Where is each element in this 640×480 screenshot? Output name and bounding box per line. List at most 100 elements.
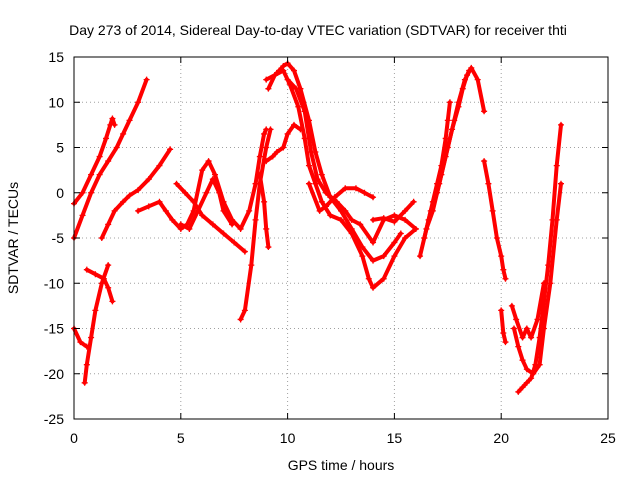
track-line bbox=[72, 77, 149, 240]
data-point bbox=[370, 284, 377, 291]
data-point bbox=[252, 216, 259, 223]
data-point bbox=[412, 225, 419, 232]
data-point bbox=[83, 266, 90, 273]
track-line bbox=[424, 68, 472, 231]
y-tick-label: -10 bbox=[44, 275, 64, 291]
data-point bbox=[209, 221, 216, 228]
data-point bbox=[540, 298, 547, 305]
data-point bbox=[429, 207, 436, 214]
data-point bbox=[145, 176, 152, 183]
data-point bbox=[92, 271, 99, 278]
data-point bbox=[370, 257, 377, 264]
data-point bbox=[169, 216, 176, 223]
data-point bbox=[528, 334, 535, 341]
data-track bbox=[71, 76, 150, 241]
data-point bbox=[177, 221, 184, 228]
data-point bbox=[143, 76, 150, 83]
x-tick-label: 25 bbox=[600, 430, 616, 446]
data-point bbox=[523, 325, 530, 332]
data-point bbox=[391, 239, 398, 246]
data-point bbox=[79, 212, 86, 219]
data-point bbox=[446, 99, 453, 106]
data-point bbox=[203, 189, 210, 196]
data-point bbox=[314, 176, 321, 183]
data-point bbox=[291, 67, 298, 74]
data-point bbox=[331, 194, 338, 201]
data-point bbox=[109, 115, 116, 122]
data-point bbox=[323, 189, 330, 196]
data-point bbox=[111, 121, 118, 128]
data-track bbox=[263, 121, 304, 165]
y-tick-label: 0 bbox=[56, 185, 64, 201]
data-point bbox=[301, 135, 308, 142]
data-point bbox=[111, 207, 118, 214]
data-point bbox=[549, 216, 556, 223]
data-point bbox=[511, 325, 518, 332]
data-point bbox=[220, 207, 227, 214]
data-point bbox=[500, 330, 507, 337]
data-point bbox=[410, 198, 417, 205]
data-point bbox=[502, 275, 509, 282]
data-track bbox=[511, 180, 565, 377]
x-tick-label: 15 bbox=[387, 430, 403, 446]
data-point bbox=[263, 144, 270, 151]
data-point bbox=[209, 176, 216, 183]
data-point bbox=[194, 207, 201, 214]
data-point bbox=[190, 198, 197, 205]
data-point bbox=[96, 153, 103, 160]
data-point bbox=[199, 212, 206, 219]
data-point bbox=[513, 316, 520, 323]
data-point bbox=[265, 244, 272, 251]
data-point bbox=[508, 302, 515, 309]
data-point bbox=[98, 235, 105, 241]
data-track bbox=[263, 67, 419, 291]
data-point bbox=[558, 180, 565, 187]
data-point bbox=[442, 153, 449, 160]
data-point bbox=[489, 207, 496, 214]
data-point bbox=[100, 275, 107, 282]
x-tick-label: 5 bbox=[177, 430, 185, 446]
data-track bbox=[370, 198, 417, 225]
data-point bbox=[327, 212, 334, 219]
data-point bbox=[365, 275, 372, 282]
data-point bbox=[449, 126, 456, 133]
data-point bbox=[459, 85, 466, 92]
data-point bbox=[421, 235, 428, 241]
data-point bbox=[498, 253, 505, 260]
data-track bbox=[265, 60, 404, 264]
data-point bbox=[553, 162, 560, 169]
data-point bbox=[229, 221, 236, 228]
data-point bbox=[318, 198, 325, 205]
y-tick-label: -25 bbox=[44, 411, 64, 427]
data-point bbox=[126, 117, 133, 124]
data-point bbox=[528, 375, 535, 382]
data-point bbox=[359, 253, 366, 260]
data-track bbox=[256, 171, 272, 251]
data-track bbox=[98, 146, 174, 241]
data-point bbox=[498, 307, 505, 314]
chart-title: Day 273 of 2014, Sidereal Day-to-day VTE… bbox=[69, 22, 567, 38]
data-point bbox=[466, 67, 473, 74]
data-point bbox=[361, 189, 368, 196]
data-track bbox=[423, 67, 473, 232]
y-axis-label: SDTVAR / TECUs bbox=[5, 182, 21, 294]
data-point bbox=[442, 135, 449, 142]
data-point bbox=[96, 171, 103, 178]
data-point bbox=[231, 239, 238, 246]
data-point bbox=[81, 379, 88, 386]
data-point bbox=[547, 280, 554, 287]
data-point bbox=[402, 235, 409, 241]
data-track bbox=[177, 176, 236, 232]
data-point bbox=[216, 189, 223, 196]
track-line bbox=[371, 199, 416, 224]
data-point bbox=[237, 316, 244, 323]
y-tick-label: -20 bbox=[44, 366, 64, 382]
data-point bbox=[342, 185, 349, 192]
data-point bbox=[380, 275, 387, 282]
track-line bbox=[264, 68, 418, 290]
data-point bbox=[370, 194, 377, 201]
data-point bbox=[464, 72, 471, 79]
data-point bbox=[265, 85, 272, 92]
data-point bbox=[308, 149, 315, 156]
data-track bbox=[135, 126, 270, 232]
